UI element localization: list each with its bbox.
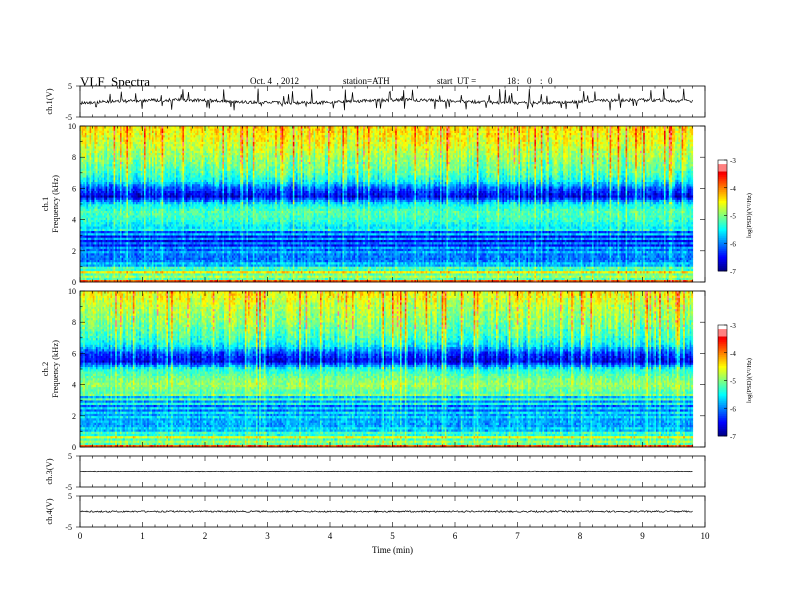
ch3-waveform-ylabel: ch.3(V) [44,458,54,484]
ch2-spectrogram-colorbar: -3 -4 -5 -6 -7 log(PSD)(V²/Hz) [717,322,753,441]
ch1-spectrogram-ytick: 2 [72,247,76,256]
ch2-spectrogram-ytick: 2 [72,412,76,421]
ch4-waveform-xtick: 2 [203,531,208,541]
ch2-spectrogram-colorbar-tick: -7 [730,433,736,441]
ch2-spectrogram-colorbar-tick: -5 [730,378,736,386]
ch2-spectrogram-ytick: 4 [72,381,76,390]
ch1-spectrogram-cells [80,126,694,283]
ch1-spectrogram-colorbar: -3 -4 -5 -6 -7 log(PSD)(V²/Hz) [717,157,753,276]
ch4-waveform-xtick: 6 [453,531,458,541]
start-ut-hour: 18 [507,76,516,86]
ch4-waveform-xtick: 3 [265,531,270,541]
ch2-spectrogram-ytick: 10 [68,287,76,296]
ch2-spectrogram-colorbar-tick: -3 [730,322,736,330]
ch4-waveform-xtick: 1 [140,531,145,541]
ch4-waveform-ytick: -5 [65,523,72,532]
ch2-spectrogram-ytick: 8 [72,318,76,327]
ch2-spectrogram-colorbar-tick: -6 [730,405,736,413]
ch1-spectrogram-ytick: 4 [72,216,76,225]
date-label: Oct. 4 , 2012 [250,76,299,86]
start-ut-sep-1: : [517,76,520,86]
ch4-waveform-xtick: 8 [578,531,583,541]
ch3-waveform-panel: 5 -5 ch.3(V) [44,452,706,492]
ch3-waveform-trace [80,470,693,473]
ch2-spectrogram-panel: -3 -4 -5 -6 -7 log(PSD)(V²/Hz) ch.2 Frequency (… [40,287,753,452]
ch1-spectrogram-panel: -3 -4 -5 -6 -7 log(PSD)(V²/Hz) ch.1 Frequency (… [40,122,753,287]
ch1-waveform-ylabel: ch.1(V) [44,88,54,114]
ch4-waveform-xlabel: Time (min) [372,545,413,555]
ch1-spectrogram-ytick: 0 [72,278,76,287]
ch4-waveform-xtick: 10 [701,531,711,541]
ch1-waveform-panel: 5 -5 ch.1(V) [44,82,706,122]
ch1-spectrogram-ytick: 10 [68,122,76,131]
ch4-waveform-ylabel: ch.4(V) [44,498,54,524]
start-ut-label: start UT = [437,76,476,86]
ch2-spectrogram-ylabel-channel: ch.2 [40,362,50,376]
ch1-spectrogram-ytick: 8 [72,153,76,162]
ch1-spectrogram-colorbar-tick: -4 [730,185,736,193]
figure-title: VLF Spectra [80,74,150,90]
ch4-waveform-ytick: 5 [68,492,72,501]
ch1-spectrogram-colorbar-label: log(PSD)(V²/Hz) [746,193,753,238]
ch4-waveform-xtick: 9 [640,531,645,541]
ch4-waveform-xtick: 5 [390,531,395,541]
ch2-spectrogram-cells [80,291,694,448]
ch1-spectrogram-colorbar-tick: -5 [730,213,736,221]
ch1-waveform-trace [80,88,693,111]
ch2-spectrogram-ylabel: Frequency (kHz) [50,340,60,398]
station-label: station=ATH [343,76,390,86]
ch4-waveform-xtick: 7 [515,531,520,541]
ch1-waveform-ytick: -5 [65,113,72,122]
ch1-spectrogram-colorbar-tick: -6 [730,240,736,248]
start-ut-sep-2: : [540,76,543,86]
ch4-waveform-xtick: 4 [328,531,333,541]
ch2-spectrogram-colorbar-tick: -4 [730,350,736,358]
ch1-waveform-ytick: 5 [68,82,72,91]
start-ut-minute: 0 [527,76,532,86]
ch1-spectrogram-ylabel: Frequency (kHz) [50,175,60,233]
ch2-spectrogram-ytick: 0 [72,443,76,452]
ch3-waveform-ytick: 5 [68,452,72,461]
ch1-spectrogram-ylabel-channel: ch.1 [40,197,50,211]
ch4-waveform-panel: 5 -5 ch.4(V) 0 1 2 3 4 5 6 7 8 9 10 Time (min) [44,492,710,555]
ch3-waveform-ytick: -5 [65,483,72,492]
ch2-spectrogram-colorbar-label: log(PSD)(V²/Hz) [746,358,753,403]
ch1-spectrogram-ytick: 6 [72,184,76,193]
ch1-spectrogram-colorbar-tick: -3 [730,157,736,165]
ch2-spectrogram-ytick: 6 [72,349,76,358]
ch1-spectrogram-colorbar-tick: -7 [730,268,736,276]
ch4-waveform-trace [80,509,693,514]
ch4-waveform-xtick: 0 [78,531,83,541]
start-ut-second: 0 [548,76,553,86]
